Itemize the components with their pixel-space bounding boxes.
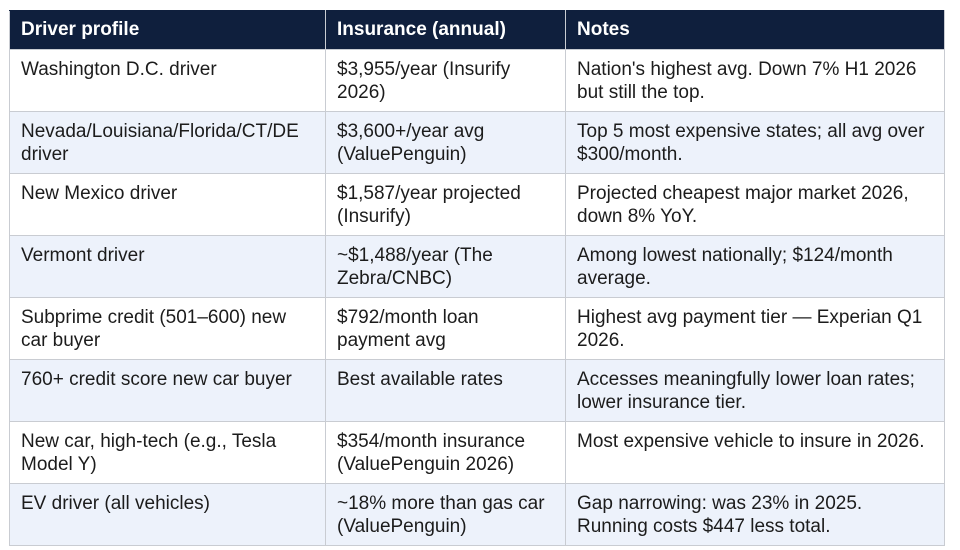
driver-cost-table: Driver profile Insurance (annual) Notes … [9, 10, 945, 546]
table-row: EV driver (all vehicles) ~18% more than … [9, 483, 945, 546]
table-row: New car, high-tech (e.g., Tesla Model Y)… [9, 421, 945, 484]
cell-insurance: $354/month insurance (ValuePenguin 2026) [325, 421, 566, 484]
table-row: 760+ credit score new car buyer Best ava… [9, 359, 945, 422]
cell-insurance: $792/month loan payment avg [325, 297, 566, 360]
cell-driver-profile: 760+ credit score new car buyer [9, 359, 326, 422]
cell-insurance: ~$1,488/year (The Zebra/CNBC) [325, 235, 566, 298]
cell-insurance: ~18% more than gas car (ValuePenguin) [325, 483, 566, 546]
cell-driver-profile: EV driver (all vehicles) [9, 483, 326, 546]
table-header-row: Driver profile Insurance (annual) Notes [9, 10, 945, 50]
cell-notes: Most expensive vehicle to insure in 2026… [565, 421, 945, 484]
table-row: New Mexico driver $1,587/year projected … [9, 173, 945, 236]
cell-driver-profile: New Mexico driver [9, 173, 326, 236]
header-notes: Notes [565, 10, 945, 50]
table-row: Subprime credit (501–600) new car buyer … [9, 297, 945, 360]
cell-notes: Projected cheapest major market 2026, do… [565, 173, 945, 236]
cell-insurance: $3,955/year (Insurify 2026) [325, 49, 566, 112]
cell-driver-profile: Washington D.C. driver [9, 49, 326, 112]
table-row: Vermont driver ~$1,488/year (The Zebra/C… [9, 235, 945, 298]
cell-insurance: Best available rates [325, 359, 566, 422]
cell-driver-profile: Vermont driver [9, 235, 326, 298]
cell-insurance: $1,587/year projected (Insurify) [325, 173, 566, 236]
cell-insurance: $3,600+/year avg (ValuePenguin) [325, 111, 566, 174]
table-row: Washington D.C. driver $3,955/year (Insu… [9, 49, 945, 112]
cell-notes: Nation's highest avg. Down 7% H1 2026 bu… [565, 49, 945, 112]
cell-driver-profile: Subprime credit (501–600) new car buyer [9, 297, 326, 360]
header-insurance-annual: Insurance (annual) [325, 10, 566, 50]
table-row: Nevada/Louisiana/Florida/CT/DE driver $3… [9, 111, 945, 174]
cell-notes: Top 5 most expensive states; all avg ove… [565, 111, 945, 174]
cell-notes: Accesses meaningfully lower loan rates; … [565, 359, 945, 422]
cell-notes: Among lowest nationally; $124/month aver… [565, 235, 945, 298]
cell-notes: Gap narrowing: was 23% in 2025. Running … [565, 483, 945, 546]
cell-driver-profile: New car, high-tech (e.g., Tesla Model Y) [9, 421, 326, 484]
cell-driver-profile: Nevada/Louisiana/Florida/CT/DE driver [9, 111, 326, 174]
cell-notes: Highest avg payment tier — Experian Q1 2… [565, 297, 945, 360]
header-driver-profile: Driver profile [9, 10, 326, 50]
